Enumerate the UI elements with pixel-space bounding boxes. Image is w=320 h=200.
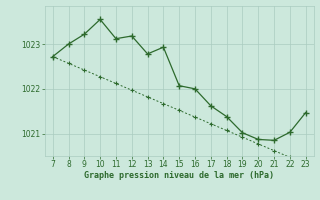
X-axis label: Graphe pression niveau de la mer (hPa): Graphe pression niveau de la mer (hPa)	[84, 171, 274, 180]
